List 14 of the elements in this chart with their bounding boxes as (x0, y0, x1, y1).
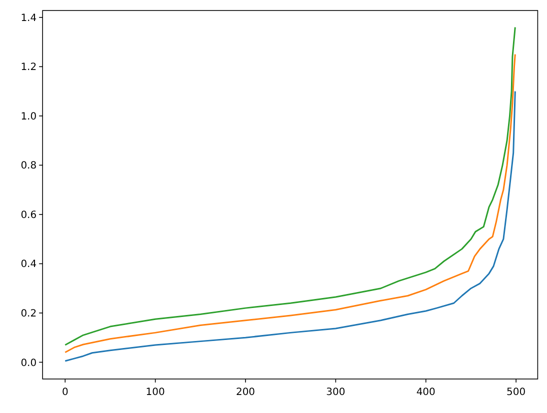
y-tick-label: 1.4 (20, 12, 37, 24)
y-tick-label: 1.0 (20, 111, 37, 122)
y-tick-label: 0.4 (20, 259, 37, 270)
x-tick-label: 200 (236, 387, 256, 398)
x-tick-label: 500 (506, 387, 526, 398)
x-tick-label: 100 (146, 387, 165, 398)
y-tick-label: 1.2 (20, 62, 37, 74)
x-tick-label: 300 (326, 387, 346, 398)
x-tick-label: 0 (62, 387, 68, 398)
y-tick-label: 0.8 (20, 160, 37, 172)
x-tick-label: 400 (416, 387, 436, 398)
y-tick-label: 0.0 (20, 358, 37, 369)
y-tick-label: 0.2 (20, 308, 37, 320)
y-tick-label: 0.6 (20, 210, 37, 221)
